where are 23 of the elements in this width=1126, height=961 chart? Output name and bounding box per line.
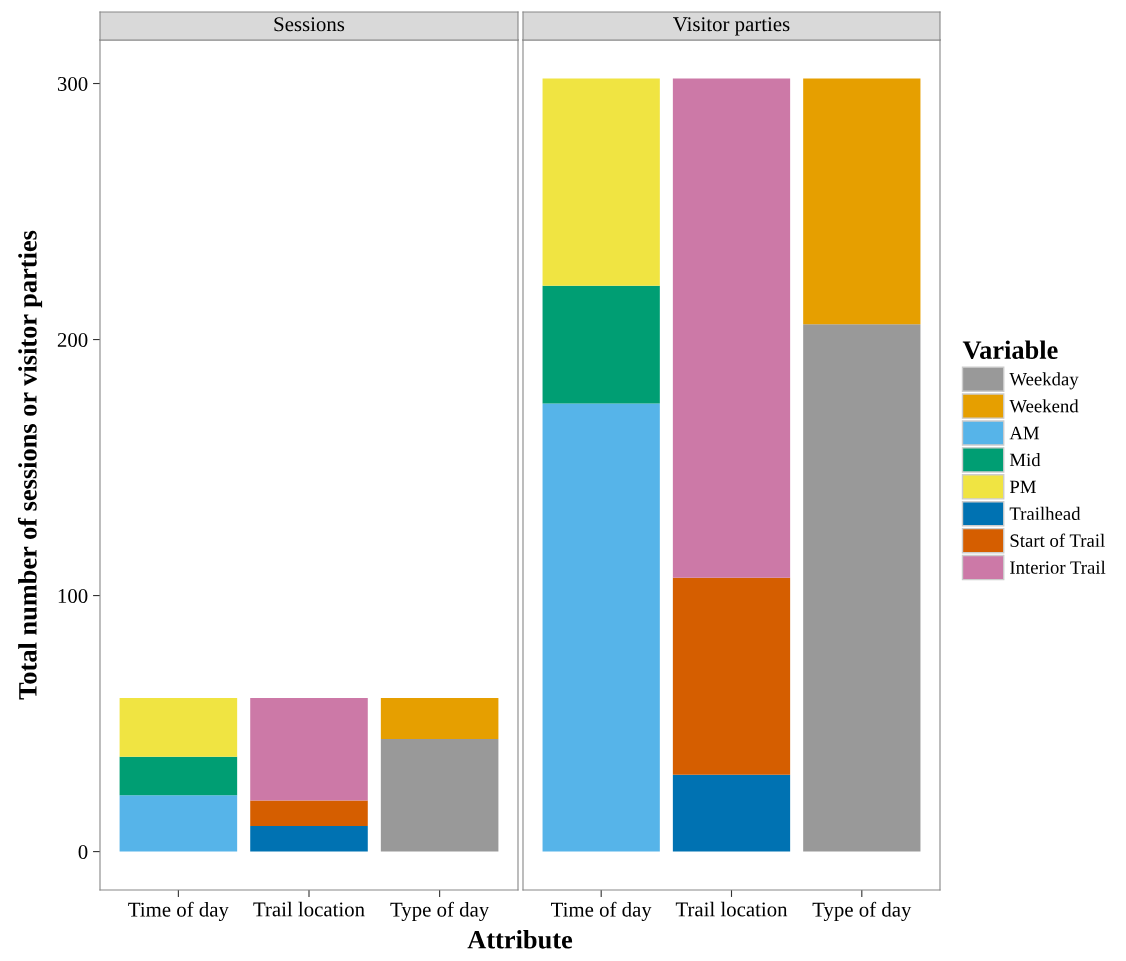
legend-label: Start of Trail xyxy=(1010,533,1105,547)
legend-label: Interior Trail xyxy=(1010,560,1106,574)
legend-title: Variable xyxy=(962,340,1058,360)
legend-label: AM xyxy=(1009,426,1040,440)
y-tick-label: 0 xyxy=(78,844,88,860)
chart-title: Sessions xyxy=(274,17,345,32)
x-axis-title: Attribute xyxy=(467,930,573,949)
x-tick-label: Trail location xyxy=(675,901,788,917)
y-axis-title: Total number of sessions or visitor parties xyxy=(17,230,43,700)
y-tick-label: 300 xyxy=(57,76,88,91)
chart-title: Visitor parties xyxy=(673,17,790,36)
x-tick-label: Time of day xyxy=(128,901,229,921)
y-tick-label: 100 xyxy=(58,588,88,604)
legend-label: Weekend xyxy=(1009,399,1079,413)
legend-label: Trailhead xyxy=(1009,506,1081,521)
legend-label: PM xyxy=(1009,480,1036,493)
x-tick-label: Trail location xyxy=(253,901,365,917)
legend-label: Mid xyxy=(1009,453,1041,467)
legend-label: Weekday xyxy=(1009,372,1079,390)
x-tick-label: Time of day xyxy=(551,901,652,921)
x-tick-label: Type of day xyxy=(812,901,912,921)
y-tick-label: 200 xyxy=(57,332,88,347)
x-tick-label: Type of day xyxy=(390,901,490,921)
